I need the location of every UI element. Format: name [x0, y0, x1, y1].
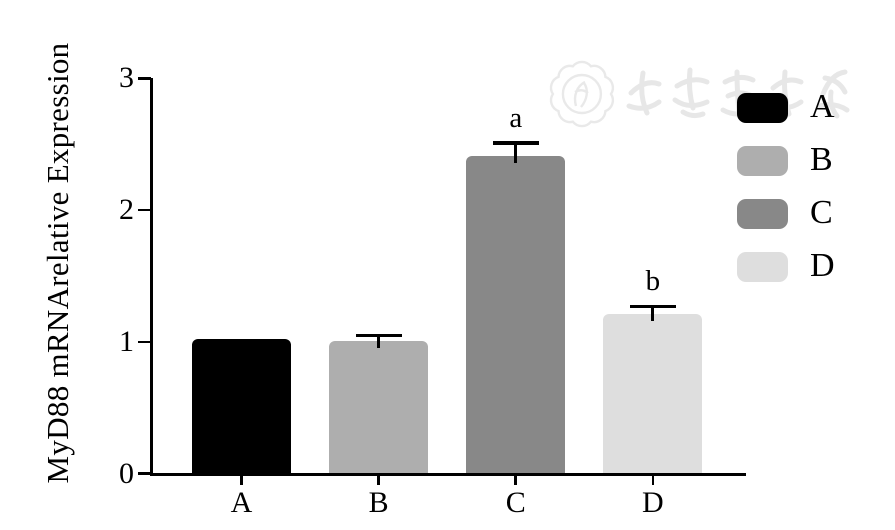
x-tick-label-B: B — [368, 486, 389, 519]
x-axis-line — [150, 472, 746, 476]
y-tick-label-3: 3 — [119, 61, 134, 95]
bar-B — [329, 340, 429, 473]
y-axis-title: MyD88 mRNArelative Expression — [40, 42, 75, 484]
legend-label-B: B — [810, 140, 833, 178]
x-tick-label-C: C — [505, 486, 526, 519]
seal-scalloped-ring — [549, 60, 615, 128]
legend-swatch-D — [737, 251, 788, 282]
error-bar-cap-B — [355, 333, 402, 337]
legend-swatch-A — [737, 93, 788, 123]
calligraphy-char-1 — [626, 70, 662, 116]
y-tick-2 — [137, 208, 151, 212]
x-tick-C — [514, 475, 518, 485]
seal-emblem — [573, 80, 589, 108]
legend-swatch-B — [737, 145, 788, 176]
y-tick-label-1: 1 — [119, 324, 134, 358]
significance-label-D: b — [645, 265, 661, 298]
legend-swatch-C — [737, 198, 788, 229]
bar-D — [603, 314, 703, 473]
legend-label-C: C — [810, 193, 833, 231]
y-tick-label-2: 2 — [119, 193, 134, 227]
y-tick-0 — [137, 472, 151, 475]
seal-inner-circle — [561, 73, 603, 115]
y-axis-line — [150, 77, 153, 476]
bar-A — [192, 339, 291, 473]
calligraphy-char-2 — [672, 67, 710, 119]
y-tick-1 — [137, 340, 151, 344]
x-tick-B — [377, 475, 380, 485]
x-tick-label-D: D — [642, 486, 664, 519]
y-tick-3 — [137, 77, 151, 80]
x-tick-A — [240, 475, 243, 485]
error-bar-stem-B — [377, 335, 381, 348]
y-tick-label-0: 0 — [119, 456, 134, 490]
bar-C — [466, 156, 566, 473]
x-tick-label-A: A — [230, 486, 253, 519]
x-tick-D — [651, 475, 655, 485]
error-bar-stem-C — [514, 143, 518, 164]
legend-label-D: D — [810, 246, 835, 284]
error-bar-cap-D — [629, 304, 676, 308]
legend-label-A: A — [810, 88, 835, 125]
error-bar-stem-D — [651, 306, 655, 322]
significance-label-C: a — [509, 102, 523, 134]
error-bar-cap-C — [492, 141, 539, 145]
